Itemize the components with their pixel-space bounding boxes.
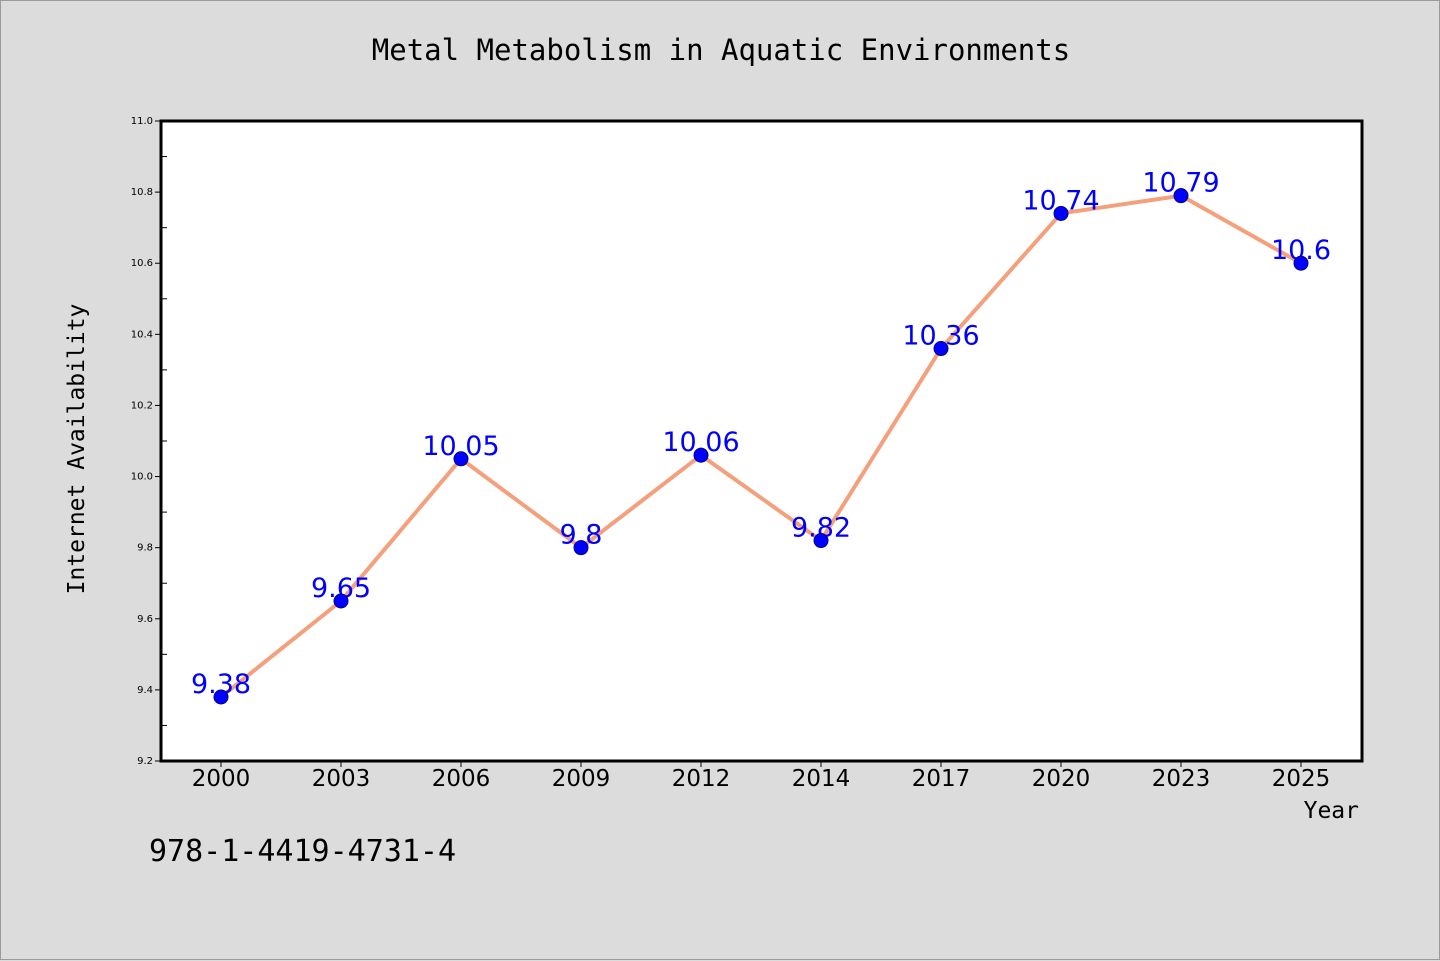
x-axis-label: Year: [1303, 798, 1359, 824]
y-tick-label: 10.8: [131, 187, 153, 198]
x-tick-label: 2006: [432, 766, 491, 792]
y-tick-label: 10.6: [131, 258, 153, 269]
data-point: [213, 689, 229, 705]
data-point: [693, 447, 709, 463]
data-point: [453, 451, 469, 467]
plot-frame: [159, 119, 1364, 763]
y-tick-label: 10.2: [131, 400, 153, 411]
data-point: [573, 540, 589, 556]
data-point: [1053, 205, 1069, 221]
x-tick-label: 2025: [1272, 766, 1331, 792]
x-tick-label: 2014: [792, 766, 851, 792]
y-tick-label: 10.0: [131, 472, 153, 483]
x-tick-label: 2020: [1032, 766, 1091, 792]
data-point: [1293, 255, 1309, 271]
y-tick-label: 11.0: [131, 116, 153, 127]
data-point: [333, 593, 349, 609]
data-point: [813, 533, 829, 549]
x-tick-label: 2012: [672, 766, 731, 792]
chart-title: Metal Metabolism in Aquatic Environments: [371, 33, 1071, 67]
y-tick-label: 9.2: [137, 756, 153, 767]
y-tick-label: 9.8: [137, 543, 153, 554]
x-tick-label: 2009: [552, 766, 611, 792]
x-tick-label: 2003: [312, 766, 371, 792]
x-tick-label: 2000: [192, 766, 251, 792]
data-point: [1173, 188, 1189, 204]
x-tick-label: 2023: [1152, 766, 1211, 792]
y-tick-label: 9.6: [137, 614, 153, 625]
y-tick-label: 9.4: [137, 685, 153, 696]
series-line: [219, 193, 1303, 699]
plot-area: [161, 121, 1362, 761]
x-tick-label: 2017: [912, 766, 971, 792]
y-tick-label: 10.4: [131, 329, 153, 340]
footer-isbn-text: 978-1-4419-4731-4: [149, 834, 457, 869]
data-point: [933, 341, 949, 357]
